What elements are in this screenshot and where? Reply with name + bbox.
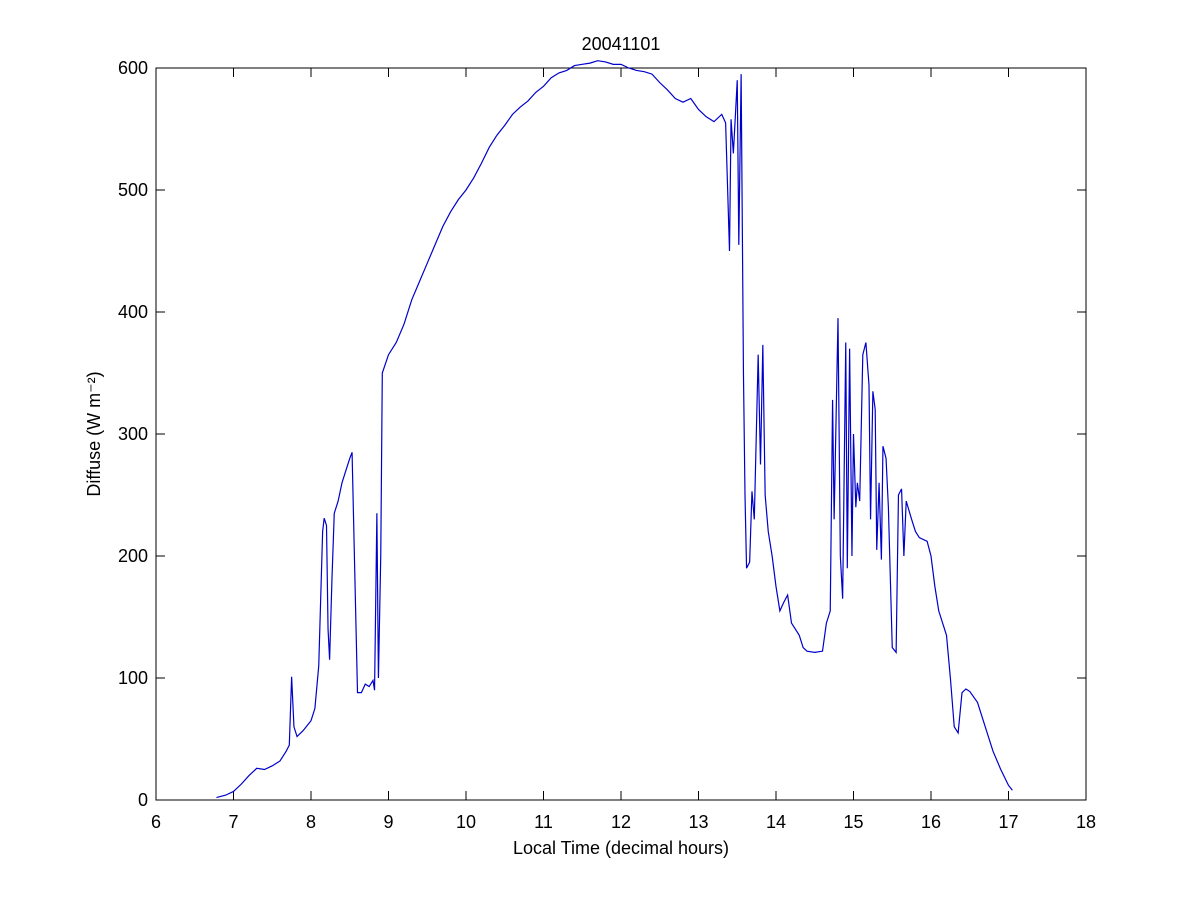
- x-tick-label: 7: [228, 812, 238, 832]
- data-line: [216, 60, 1013, 799]
- y-axis-label: Diffuse (W m⁻²): [84, 371, 104, 496]
- y-tick-label: 100: [118, 668, 148, 688]
- y-tick-label: 200: [118, 546, 148, 566]
- x-tick-label: 17: [998, 812, 1018, 832]
- x-tick-label: 14: [766, 812, 786, 832]
- x-tick-label: 12: [611, 812, 631, 832]
- x-tick-label: 11: [534, 812, 553, 832]
- y-tick-label: 600: [118, 58, 148, 78]
- x-tick-label: 16: [921, 812, 941, 832]
- x-tick-label: 9: [383, 812, 393, 832]
- x-tick-label: 8: [306, 812, 316, 832]
- y-tick-label: 0: [138, 790, 148, 810]
- y-tick-label: 300: [118, 424, 148, 444]
- y-tick-label: 400: [118, 302, 148, 322]
- x-axis-label: Local Time (decimal hours): [513, 838, 729, 858]
- plot-area: [155, 67, 1087, 801]
- x-tick-label: 6: [151, 812, 161, 832]
- y-tick-label: 500: [118, 180, 148, 200]
- chart-title: 20041101: [582, 34, 661, 54]
- x-tick-label: 13: [688, 812, 708, 832]
- x-tick-label: 10: [456, 812, 476, 832]
- x-tick-label: 15: [843, 812, 863, 832]
- x-tick-label: 18: [1076, 812, 1096, 832]
